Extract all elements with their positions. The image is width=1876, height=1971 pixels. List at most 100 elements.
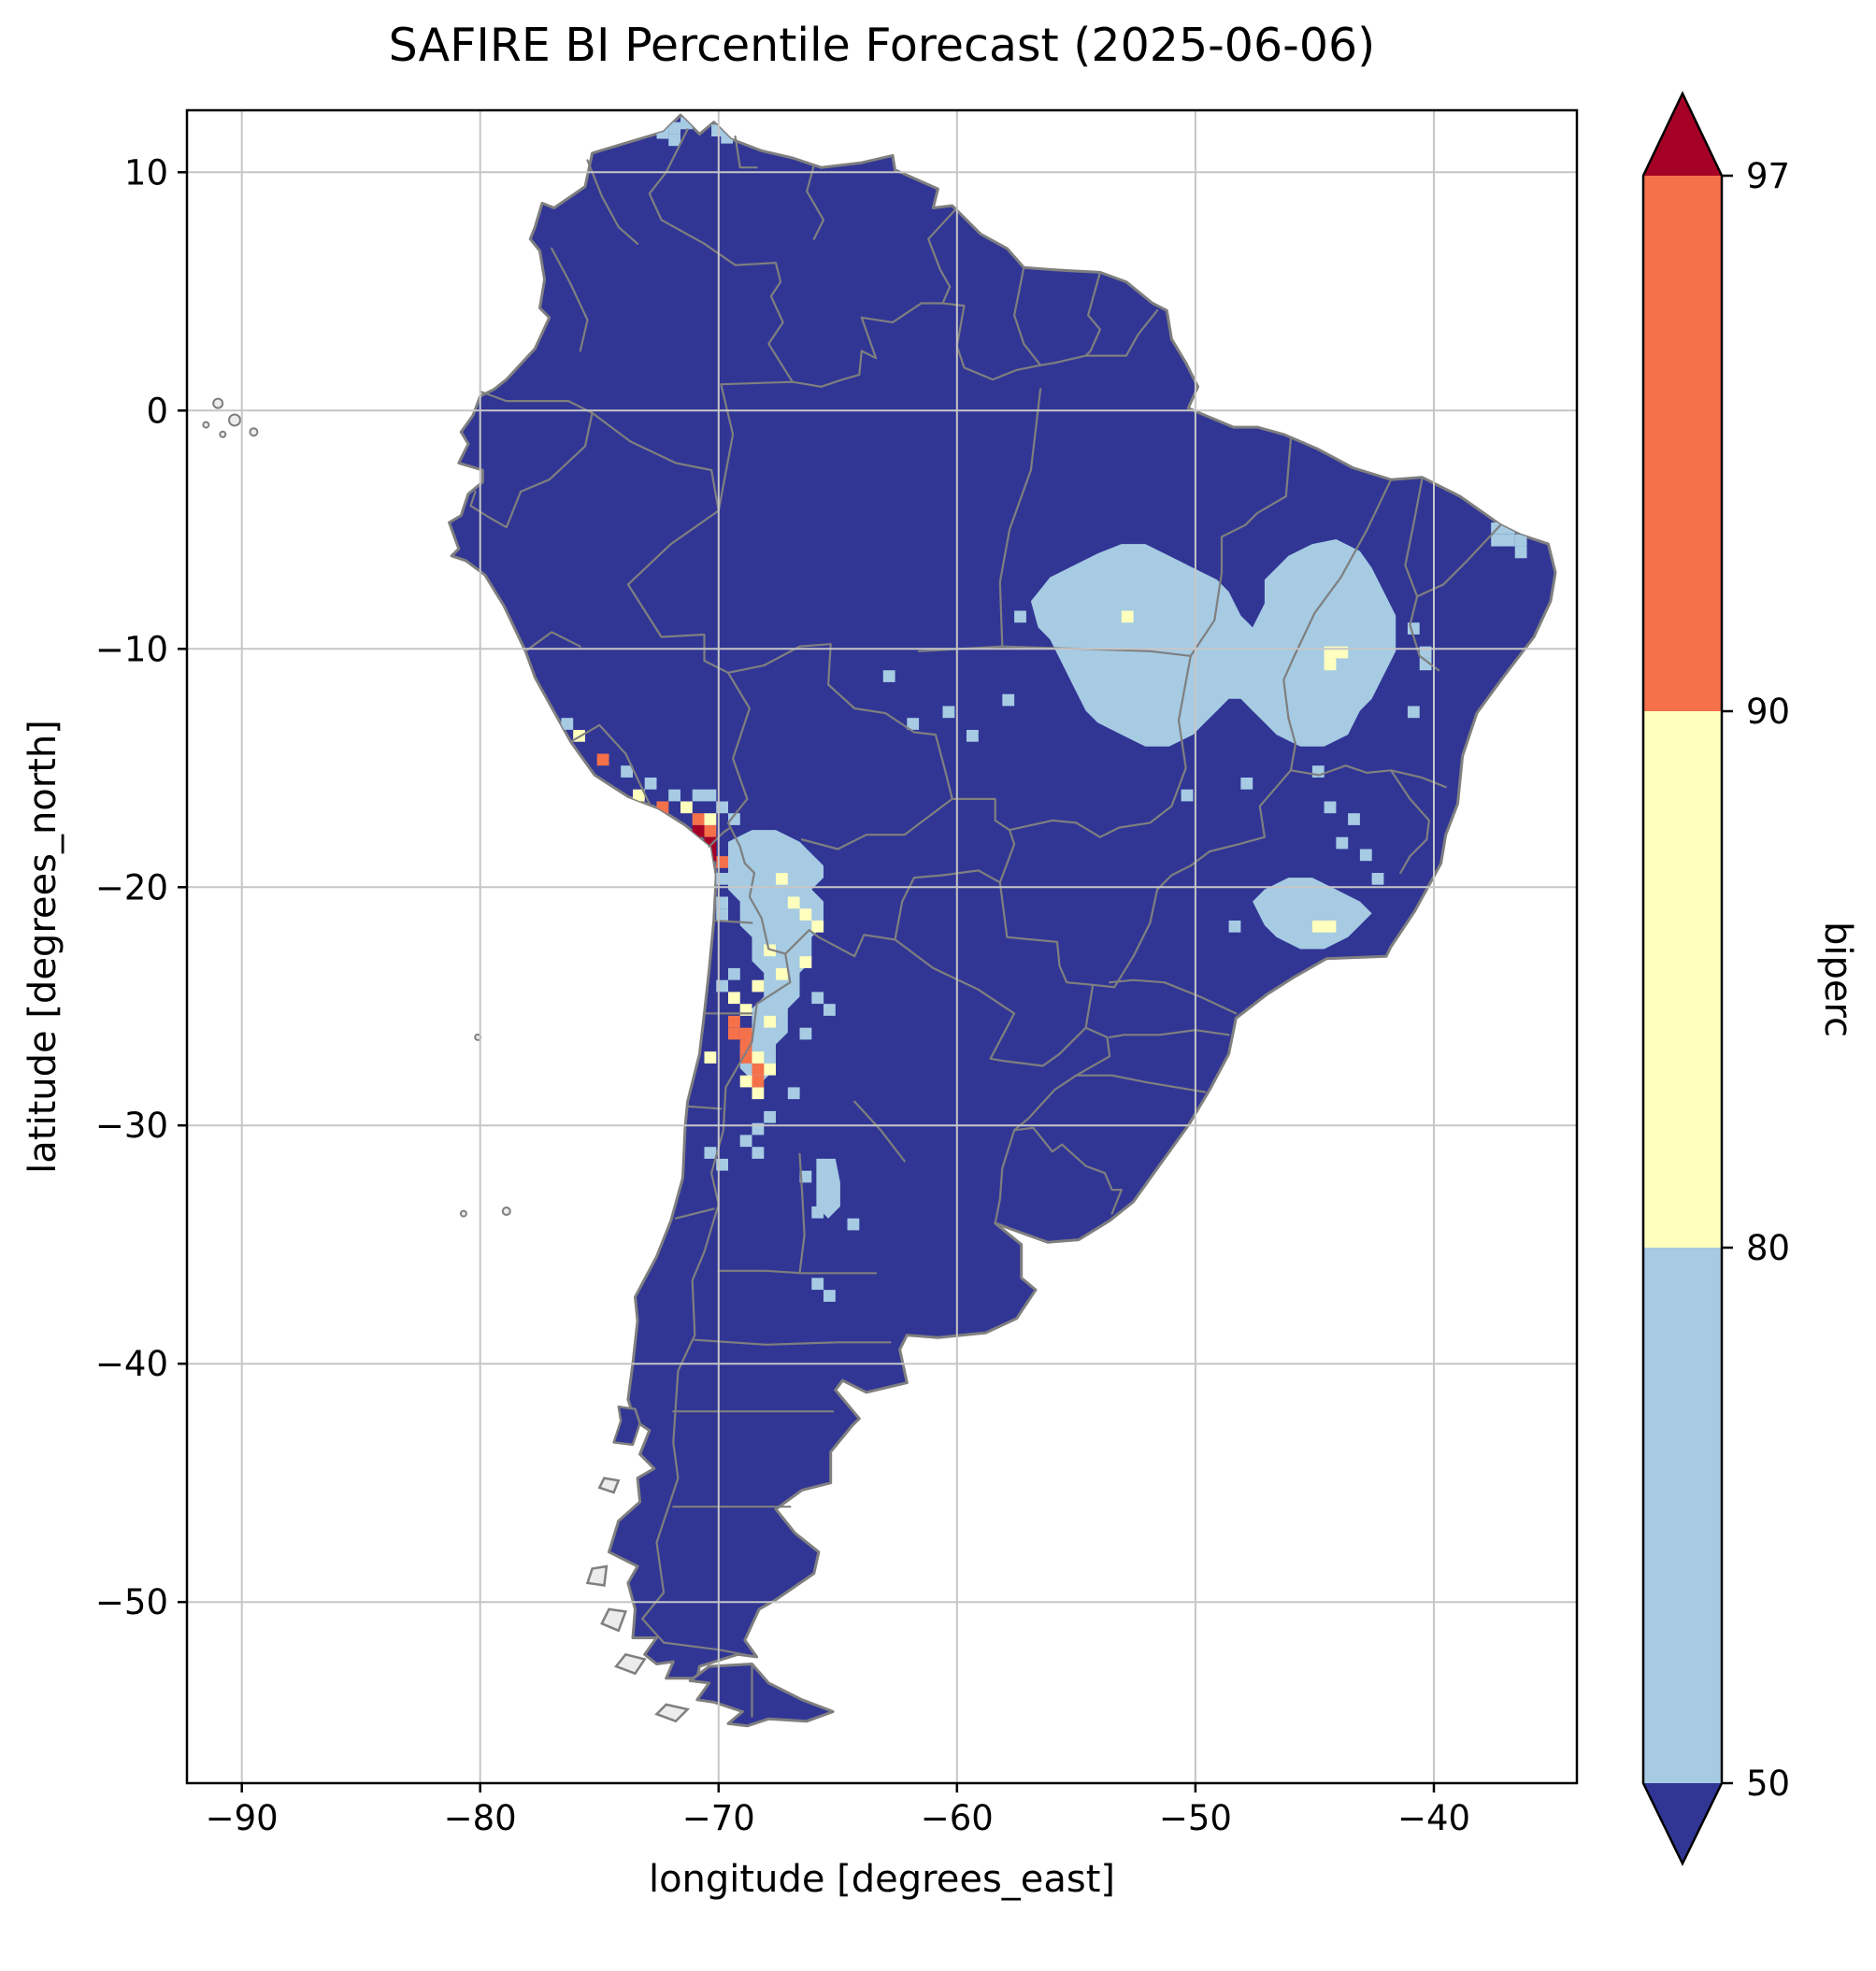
admin-border [726, 643, 1016, 884]
heatmap-cell [704, 1147, 717, 1159]
x-tick-label: −90 [206, 1798, 279, 1838]
heatmap-cell [621, 765, 633, 778]
chilean-archipelago-island [654, 1703, 691, 1723]
heatmap-cell [847, 1218, 860, 1231]
heatmap-cell [799, 908, 812, 921]
admin-border [1282, 478, 1393, 772]
heatmap-cell [823, 1004, 836, 1016]
heatmap-cell [704, 789, 717, 802]
admin-border [479, 390, 570, 403]
heatmap-cell [692, 813, 705, 825]
heatmap-cell [811, 921, 824, 933]
y-tick-label: −30 [95, 1106, 168, 1146]
heatmap-cell [1311, 921, 1325, 933]
small-island [459, 1209, 467, 1218]
admin-border [1389, 769, 1431, 875]
admin-border [1084, 271, 1102, 357]
admin-border [569, 723, 651, 806]
heatmap-cell [1228, 921, 1241, 933]
admin-border [694, 1338, 892, 1346]
admin-border [717, 1269, 878, 1275]
admin-border [1075, 1074, 1207, 1093]
admin-border [626, 509, 730, 674]
admin-border [524, 631, 581, 652]
heatmap-cell [1336, 836, 1349, 850]
heatmap-cell [752, 1063, 765, 1076]
heatmap-cell [1324, 921, 1337, 933]
small-island [219, 430, 227, 438]
heatmap-cell [787, 896, 800, 909]
x-tick-label: −40 [1397, 1798, 1470, 1838]
admin-border [798, 1152, 806, 1275]
admin-border [894, 938, 1087, 1067]
admin-border [1289, 764, 1447, 789]
y-tick-label: −10 [95, 629, 168, 669]
x-tick-label: −80 [444, 1798, 517, 1838]
admin-border [734, 135, 758, 169]
heatmap-cell [644, 778, 657, 790]
small-island [501, 1207, 511, 1216]
heatmap-cell [1502, 534, 1515, 547]
heatmap-cell [752, 1075, 765, 1088]
admin-border [586, 159, 639, 245]
x-tick-label: −70 [682, 1798, 755, 1838]
heatmap-cell [752, 979, 765, 993]
small-island [249, 427, 259, 437]
heatmap-cell [739, 1075, 752, 1088]
heatmap-cell [799, 956, 812, 968]
heatmap-cell [728, 1027, 740, 1040]
heatmap-cell [680, 801, 693, 814]
x-tick-label: −50 [1159, 1798, 1232, 1838]
admin-border [853, 1100, 906, 1163]
admin-border [806, 164, 825, 240]
heatmap-cell [1181, 789, 1194, 802]
admin-border [729, 826, 787, 955]
admin-border [641, 952, 792, 1659]
admin-border [800, 797, 953, 850]
heatmap-cell [739, 1027, 752, 1040]
heatmap-cell [1240, 778, 1253, 790]
heatmap-cell [633, 789, 645, 802]
heatmap-cell [728, 813, 740, 825]
colorbar-tick-label: 90 [1746, 692, 1790, 732]
heatmap-region-central-brazil [1030, 539, 1396, 747]
heatmap-cell [728, 992, 740, 1005]
chart-title: SAFIRE BI Percentile Forecast (2025-06-0… [388, 19, 1376, 72]
admin-border [994, 1026, 1111, 1224]
heatmap-cell [1371, 873, 1384, 885]
heatmap-cell [692, 789, 705, 802]
heatmap-cell [668, 121, 680, 135]
admin-border [1149, 654, 1192, 824]
admin-border [551, 247, 589, 352]
admin-border [469, 411, 594, 529]
heatmap-cell [739, 1051, 752, 1064]
y-tick-label: 10 [124, 152, 168, 193]
admin-border [894, 869, 1001, 941]
heatmap-cell [942, 706, 955, 719]
heatmap-cell [1419, 658, 1432, 671]
colorbar-segment [1643, 176, 1722, 711]
heatmap-cell [728, 967, 740, 980]
heatmap-cell [967, 730, 979, 742]
heatmap-cell [776, 967, 788, 980]
admin-border [717, 380, 795, 512]
heatmap-cell [776, 873, 788, 885]
heatmap-cell [561, 718, 574, 730]
heatmap-cell [907, 718, 920, 730]
heatmap-cell [1491, 534, 1503, 547]
admin-border [1092, 888, 1159, 989]
admin-border [712, 919, 753, 924]
heatmap-cell [1324, 658, 1337, 671]
admin-border [1189, 437, 1293, 658]
chilean-archipelago-island [600, 1607, 628, 1633]
heatmap-cell [668, 134, 680, 147]
colorbar-extend-max [1643, 93, 1722, 176]
heatmap-cell [882, 670, 895, 682]
heatmap-cell [1407, 706, 1420, 719]
heatmap-cell [811, 992, 824, 1005]
heatmap-cell [811, 1278, 824, 1291]
axes-frame [185, 108, 1579, 1785]
admin-border [726, 671, 752, 829]
y-tick-label: −40 [95, 1344, 168, 1384]
